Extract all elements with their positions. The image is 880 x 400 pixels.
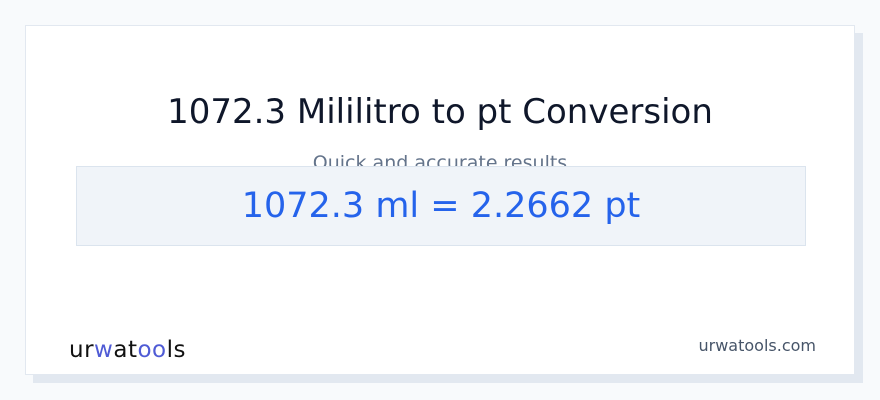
site-link[interactable]: urwatools.com (698, 336, 817, 355)
conversion-card: 1072.3 Mililitro to pt Conversion Quick … (25, 25, 855, 375)
logo-part: ls (166, 337, 187, 363)
result-text: 1072.3 ml = 2.2662 pt (241, 186, 641, 226)
logo-part: oo (137, 337, 167, 363)
logo-part: w (94, 337, 114, 363)
urwatools-logo[interactable]: urwatools (69, 337, 186, 363)
logo-part: ur (69, 337, 95, 363)
conversion-result: 1072.3 ml = 2.2662 pt (76, 166, 806, 246)
page-title: 1072.3 Mililitro to pt Conversion (167, 92, 713, 132)
logo-part: at (113, 337, 138, 363)
